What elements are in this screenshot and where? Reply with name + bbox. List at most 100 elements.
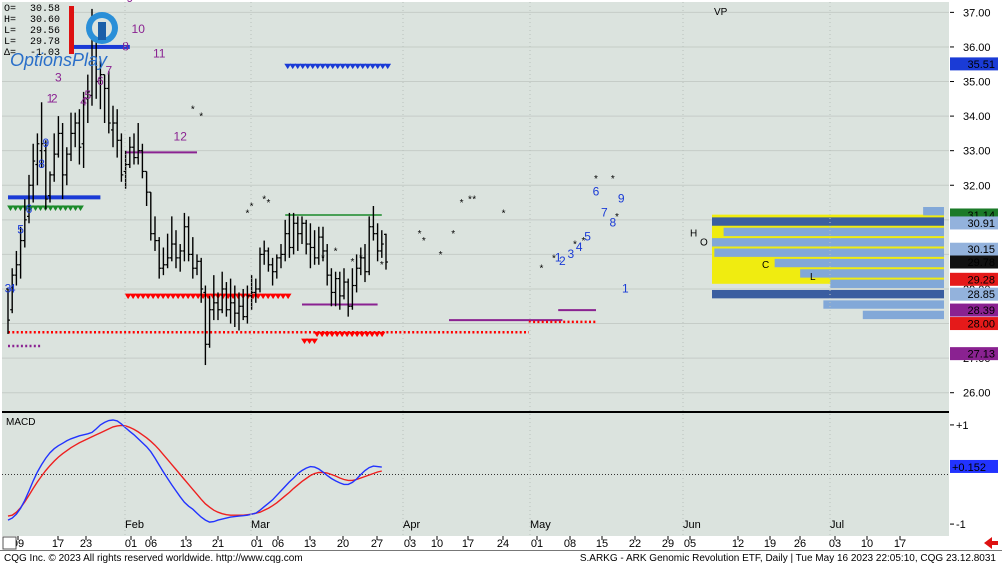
setup-star: * (334, 246, 338, 257)
profile-bar (800, 269, 944, 278)
ohlc-bar (354, 254, 359, 293)
count-label: 9 (618, 192, 625, 206)
ohlc-bar (6, 288, 10, 334)
setup-star: * (191, 105, 195, 116)
ohlc-bar (69, 112, 73, 162)
x-tick-label: 27 (371, 538, 383, 550)
count-label: 12 (174, 129, 188, 143)
ohlc-bar (253, 278, 258, 303)
x-tick-label: 01 (251, 538, 263, 550)
count-label: 6 (97, 74, 104, 88)
y-tick-label: 37.00 (963, 7, 991, 19)
ohlc-bar (321, 226, 325, 262)
profile-bar (723, 227, 944, 237)
month-label: Feb (125, 519, 144, 531)
ohlc-bar (300, 216, 304, 245)
setup-star: * (502, 208, 506, 219)
symbol-info: S.ARKG - ARK Genomic Revolution ETF, Dai… (579, 553, 996, 564)
ohlc-bar (304, 219, 309, 255)
setup-star: * (573, 239, 577, 250)
quote-low-value: 29.56 (30, 26, 60, 37)
count-label: 6 (593, 185, 600, 199)
y-tick-label: 36.00 (963, 42, 991, 54)
ohlc-bar (98, 60, 103, 110)
ohlc-bar (157, 237, 162, 279)
count-label: 4 (80, 95, 87, 109)
ohlc-bar (161, 247, 166, 276)
ohlc-bar (367, 216, 372, 276)
red-scallop (313, 331, 386, 338)
ohlc-bar (329, 268, 334, 307)
price-tag (950, 303, 998, 317)
count-label: 7 (105, 64, 112, 78)
x-tick-label: 01 (125, 538, 137, 550)
price-panel[interactable] (2, 2, 949, 411)
profile-marker: C (762, 260, 769, 271)
ohlc-bar (216, 292, 220, 321)
arrow-left-icon[interactable] (984, 537, 998, 549)
ohlc-bar (31, 143, 36, 203)
blue-scallop (284, 63, 392, 70)
ohlc-bar (10, 268, 15, 314)
ohlc-bar (148, 191, 153, 241)
profile-marker: H (690, 229, 697, 240)
y-tick-label: 26.00 (963, 388, 991, 400)
ohlc-bar (258, 247, 262, 293)
quote-high-value: 30.60 (30, 15, 60, 26)
ohlc-bar (203, 285, 208, 366)
ohlc-bar (136, 123, 141, 165)
ohlc-bar (358, 247, 363, 276)
ohlc-bar (287, 212, 292, 258)
ohlc-bar (77, 109, 82, 165)
ohlc-bar (165, 233, 170, 269)
price-tag (950, 57, 998, 71)
x-tick-label: 03 (829, 538, 841, 550)
x-tick-label: 20 (337, 538, 349, 550)
ohlc-bar (85, 74, 90, 124)
x-tick-label: 22 (629, 538, 641, 550)
profile-bar (712, 289, 944, 299)
ohlc-bar (127, 136, 132, 168)
ohlc-bar (211, 275, 216, 321)
x-tick-label: 17 (894, 538, 906, 550)
count-label: 1 (555, 250, 562, 264)
setup-star: * (439, 250, 443, 261)
setup-star: * (266, 198, 270, 209)
blue-bar (8, 195, 101, 200)
quote-last-label: L= (4, 37, 16, 48)
count-label: 5 (17, 223, 24, 237)
setup-star: * (350, 257, 354, 268)
ohlc-bar (207, 295, 212, 348)
month-label: Mar (251, 519, 270, 531)
y-tick-label: 32.00 (963, 180, 991, 192)
count-label: 3 (55, 71, 62, 85)
ohlc-bar (140, 143, 145, 179)
ohlc-bar (270, 257, 275, 286)
profile-bar (714, 248, 944, 257)
ohlc-bar (119, 133, 124, 182)
x-axis-labels: 09 17 23 01 06 13 21 01 06 13 20 27 03 10 17 24 01 08 15 22… (12, 2, 906, 550)
ohlc-bar (316, 226, 321, 265)
profile-bar (823, 300, 944, 309)
x-tick-label: 06 (145, 538, 157, 550)
time-axis[interactable] (2, 536, 949, 550)
quote-low-label: L= (4, 26, 16, 37)
count-label: 4 (9, 281, 16, 295)
ohlc-bar (350, 268, 355, 310)
scroll-button[interactable] (2, 536, 17, 550)
ohlc-bar (199, 257, 204, 303)
x-tick-label: 19 (764, 538, 776, 550)
count-label: 9 (42, 136, 49, 150)
optionsplay-logo: OptionsPlay (10, 6, 118, 70)
ohlc-bar (153, 216, 157, 251)
x-tick-label: 26 (794, 538, 806, 550)
price-tag (950, 255, 998, 269)
profile-marker: O (700, 237, 708, 248)
price-tag (950, 287, 998, 301)
ohlc-bar (144, 170, 149, 206)
quote-open-value: 30.58 (30, 4, 60, 15)
ohlc-bar (220, 271, 225, 314)
ohlc-bar (22, 199, 27, 248)
price-axis[interactable] (950, 2, 1002, 536)
count-label: 4 (576, 240, 583, 254)
